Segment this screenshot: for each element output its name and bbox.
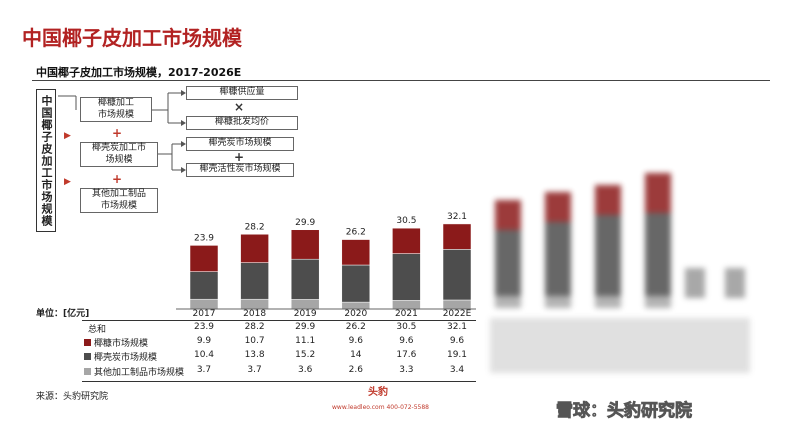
bar-segment: [290, 229, 320, 260]
table-cell: 10.7: [244, 336, 265, 346]
footer-logo: 头豹: [368, 387, 388, 398]
leaf-coir-price: 椰糠批发均价: [186, 116, 298, 130]
table-cell: 29.9: [295, 322, 316, 332]
bar-total-label: 32.1: [447, 212, 467, 222]
footer-contact: www.leadleo.com 400-072-5588: [332, 404, 429, 411]
table-cell: 3.4: [449, 365, 465, 375]
plus-sign-branch-2: +: [112, 172, 123, 186]
legend-swatch: [84, 368, 91, 375]
table-cell: 3.6: [298, 365, 313, 375]
chart-subtitle: 中国椰子皮加工市场规模，2017-2026E: [36, 66, 242, 79]
bar-segment: [392, 253, 421, 301]
table-cell: 17.6: [396, 350, 417, 360]
table-header-year: 2019: [293, 309, 317, 319]
table-header-year: 2018: [243, 309, 267, 319]
bar-segment: [392, 227, 421, 254]
table-bottom-rule: [82, 381, 476, 382]
bar-segment: [290, 299, 320, 310]
leaf-charcoal-market: 椰壳炭市场规模: [186, 137, 294, 151]
bar-segment: [341, 239, 371, 266]
bar-segment: [442, 249, 472, 301]
bar-total-label: 28.2: [245, 222, 265, 232]
table-cell: 3.7: [247, 365, 262, 375]
bar-segment: [442, 299, 472, 310]
subtitle-divider: [32, 80, 770, 81]
plus-sign-leaves: +: [234, 150, 245, 164]
arrow-right-icon: ▶: [64, 177, 71, 187]
branch-other-box: 其他加工制品 市场规模: [80, 188, 158, 213]
table-row-label: 椰糠市场规模: [84, 336, 148, 349]
table-header-year: 2017: [192, 309, 216, 319]
bar-segment: [240, 234, 269, 263]
table-cell: 14: [350, 350, 362, 360]
bar-total-label: 30.5: [396, 216, 416, 226]
branch-coir-box: 椰糠加工 市场规模: [80, 97, 152, 122]
table-cell: 13.8: [244, 350, 265, 360]
source-note: 来源：头豹研究院: [36, 392, 109, 402]
table-cell: 9.6: [449, 336, 465, 346]
table-header-year: 2021: [394, 309, 418, 319]
legend-swatch: [84, 339, 91, 346]
legend-swatch: [84, 353, 91, 360]
table-cell: 28.2: [244, 322, 265, 332]
unit-label: 单位：[亿元]: [36, 309, 90, 319]
bar-segment: [189, 245, 219, 272]
table-cell: 9.6: [348, 336, 363, 346]
bar-segment: [240, 262, 269, 300]
bar-total-label: 29.9: [295, 218, 315, 228]
table-cell: 11.1: [295, 336, 316, 346]
leaf-coir-supply: 椰糠供应量: [186, 86, 298, 100]
table-header-year: 2020: [344, 309, 368, 319]
bar-segment: [240, 298, 269, 310]
tree-root-label: 中国椰子皮加工市场规模: [36, 89, 56, 232]
table-cell: 2.6: [348, 365, 363, 375]
bar-segment: [189, 271, 219, 300]
bar-total-label: 26.2: [346, 228, 366, 238]
bar-total-label: 23.9: [194, 234, 214, 244]
leaf-activated-carbon-market: 椰壳活性炭市场规模: [186, 163, 294, 177]
table-cell: 3.7: [196, 365, 212, 375]
table-cell: 32.1: [446, 322, 468, 332]
bar-segment: [442, 223, 472, 250]
watermark: 雪球：头豹研究院: [556, 401, 693, 422]
multiply-sign: ×: [234, 100, 245, 114]
page-title: 中国椰子皮加工市场规模: [22, 26, 242, 50]
bar-segment: [341, 264, 371, 303]
table-cell: 10.4: [193, 350, 215, 360]
table-cell: 30.5: [396, 322, 417, 332]
arrow-right-icon: ▶: [64, 131, 71, 141]
table-row-label: 其他加工制品市场规模: [84, 365, 184, 378]
table-row-label: 总和: [88, 325, 107, 335]
table-cell: 3.3: [399, 365, 414, 375]
table-cell: 15.2: [295, 350, 316, 360]
branch-charcoal-box: 椰壳炭加工市 场规模: [80, 142, 158, 167]
bar-segment: [290, 258, 320, 300]
table-header-rule: [82, 320, 476, 321]
table-cell: 19.1: [446, 350, 468, 360]
blurred-forecast-region: [490, 173, 750, 373]
table-cell: 26.2: [345, 322, 366, 332]
bar-segment: [392, 300, 421, 310]
bar-segment: [189, 298, 219, 310]
plus-sign-branch-1: +: [112, 126, 123, 140]
table-cell: 9.6: [399, 336, 414, 346]
table-cell: 9.9: [196, 336, 212, 346]
table-row-label: 椰壳炭市场规模: [84, 350, 157, 363]
bar-segment: [341, 301, 371, 310]
table-cell: 23.9: [193, 322, 215, 332]
table-header-year: 2022E: [442, 309, 472, 319]
